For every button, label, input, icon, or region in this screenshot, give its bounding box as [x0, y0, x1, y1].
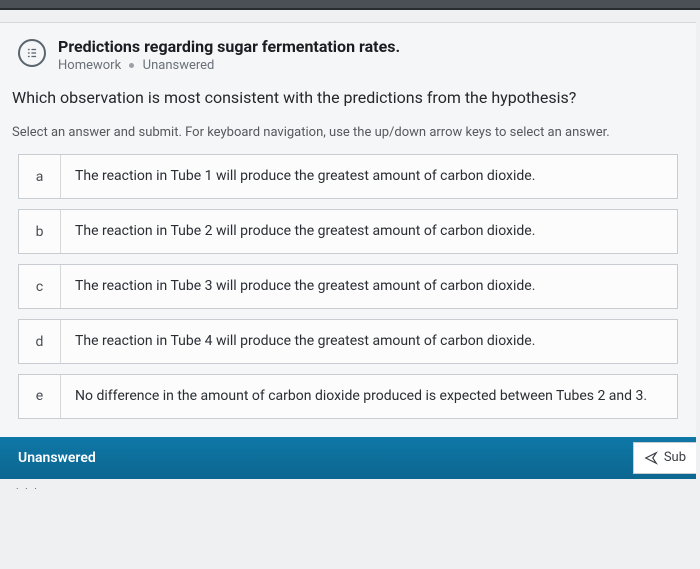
question-card: Predictions regarding sugar fermentation… [0, 22, 696, 479]
option-letter: e [19, 375, 61, 418]
question-text: Which observation is most consistent wit… [12, 87, 678, 109]
option-text: The reaction in Tube 4 will produce the … [61, 320, 677, 363]
card-header: Predictions regarding sugar fermentation… [18, 37, 678, 73]
option-text: The reaction in Tube 1 will produce the … [61, 155, 677, 198]
option-text: The reaction in Tube 3 will produce the … [61, 265, 677, 308]
option-text: The reaction in Tube 2 will produce the … [61, 210, 677, 253]
send-icon [644, 451, 658, 465]
instruction-text: Select an answer and submit. For keyboar… [12, 125, 678, 140]
assignment-title: Predictions regarding sugar fermentation… [58, 37, 400, 56]
truncated-indicator: . . . [0, 479, 700, 492]
assignment-status: Unanswered [143, 58, 215, 73]
footer-status: Unanswered [18, 450, 96, 466]
submit-button[interactable]: Sub [633, 442, 696, 474]
assignment-category: Homework [58, 58, 121, 73]
separator-dot [129, 63, 134, 68]
option-c[interactable]: c The reaction in Tube 3 will produce th… [18, 264, 678, 309]
option-letter: c [19, 265, 61, 308]
assignment-meta: Homework Unanswered [58, 58, 400, 73]
option-e[interactable]: e No difference in the amount of carbon … [18, 374, 678, 419]
option-a[interactable]: a The reaction in Tube 1 will produce th… [18, 154, 678, 199]
screen-frame: Predictions regarding sugar fermentation… [0, 8, 700, 569]
header-text: Predictions regarding sugar fermentation… [58, 37, 400, 73]
submit-label: Sub [664, 450, 686, 465]
option-text: No difference in the amount of carbon di… [61, 375, 677, 418]
option-letter: a [19, 155, 61, 198]
option-b[interactable]: b The reaction in Tube 2 will produce th… [18, 209, 678, 254]
option-letter: b [19, 210, 61, 253]
option-d[interactable]: d The reaction in Tube 4 will produce th… [18, 319, 678, 364]
options-list: a The reaction in Tube 1 will produce th… [18, 154, 678, 418]
question-type-icon [18, 39, 46, 67]
option-letter: d [19, 320, 61, 363]
card-footer: Unanswered Sub [0, 437, 696, 479]
